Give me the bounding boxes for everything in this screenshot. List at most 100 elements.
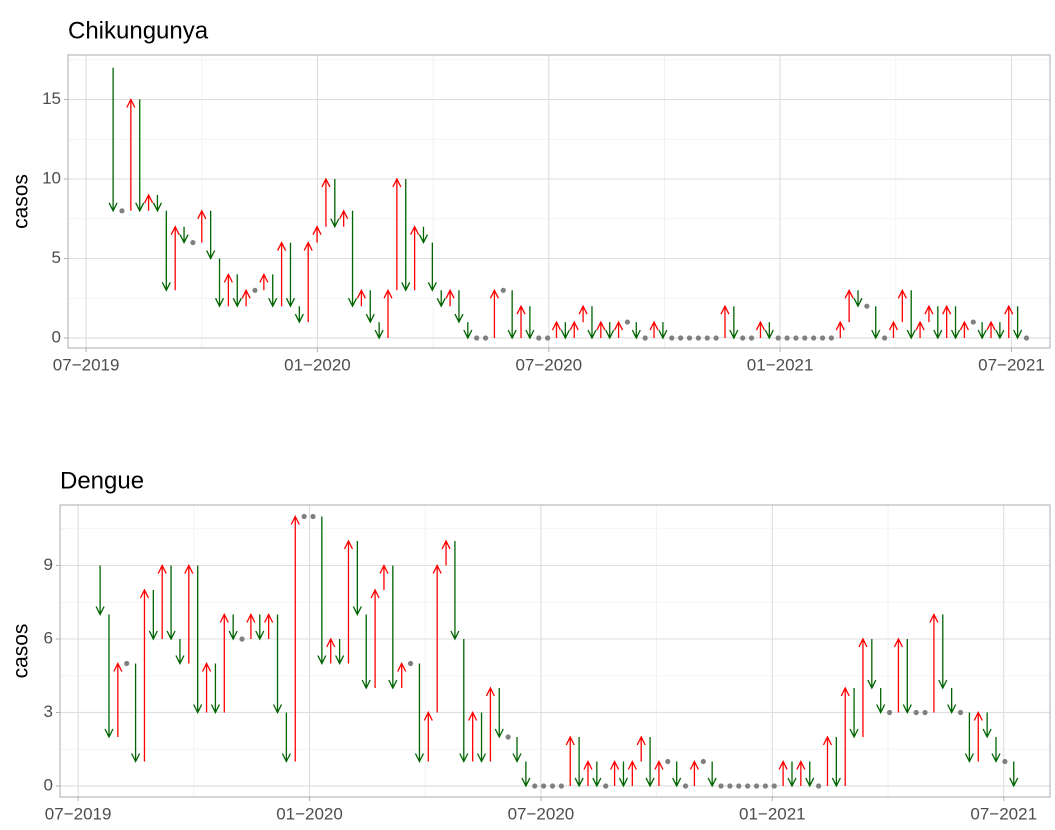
point xyxy=(603,783,609,789)
point xyxy=(239,636,245,642)
arrow-down xyxy=(365,290,375,324)
arrow-down xyxy=(906,290,916,340)
arrow-down xyxy=(294,306,304,324)
arrow-up xyxy=(596,320,606,338)
point xyxy=(811,335,817,341)
arrow-down xyxy=(317,516,327,665)
arrow-up xyxy=(897,288,907,323)
arrow-down xyxy=(135,99,145,213)
point xyxy=(545,335,551,341)
arrow-down xyxy=(285,242,296,308)
arrow-up xyxy=(627,760,637,786)
arrow-down xyxy=(871,306,881,340)
point xyxy=(1023,335,1030,341)
point xyxy=(700,758,706,765)
arrow-up xyxy=(924,304,934,323)
arrow-up xyxy=(610,760,620,786)
arrow-down xyxy=(618,761,629,788)
point xyxy=(695,335,701,341)
arrow-down xyxy=(977,322,987,340)
arrow-down xyxy=(787,761,797,788)
point xyxy=(736,783,742,789)
point xyxy=(775,335,781,341)
arrow-down xyxy=(152,194,163,213)
arrow-down xyxy=(166,565,176,641)
arrow-down xyxy=(206,210,216,260)
arrow-up xyxy=(139,588,150,762)
arrow-down xyxy=(964,712,974,763)
panel: 0 3 6 9 07−2019 01−2020 07−2020 01−2021 07−2021 D… xyxy=(10,467,1051,823)
arrow-up xyxy=(246,613,256,639)
point xyxy=(124,660,130,667)
y-tick-label: 5 xyxy=(52,248,61,267)
point xyxy=(252,287,258,293)
arrow-up xyxy=(893,637,904,713)
arrow-down xyxy=(1009,761,1019,788)
arrow-up xyxy=(915,320,925,338)
y-tick-label: 3 xyxy=(44,702,53,721)
point xyxy=(301,513,307,520)
arrow-up xyxy=(290,515,300,762)
arrow-down xyxy=(982,712,992,739)
arrow-down xyxy=(281,712,291,763)
point xyxy=(819,335,826,341)
arrow-up xyxy=(822,735,833,786)
arrow-down xyxy=(361,614,371,690)
x-tick-label: 07−2021 xyxy=(970,804,1037,823)
arrow-down xyxy=(175,638,185,665)
y-tick-label: 0 xyxy=(44,775,53,794)
arrow-down xyxy=(232,274,242,308)
arrow-up xyxy=(755,320,766,338)
arrow-up xyxy=(489,288,500,338)
arrow-down xyxy=(672,761,682,788)
point xyxy=(718,783,724,789)
arrow-down xyxy=(645,736,655,788)
y-axis-label: casos xyxy=(10,624,33,679)
arrow-down xyxy=(108,67,118,213)
point xyxy=(745,783,751,789)
arrow-up xyxy=(201,662,212,713)
x-tick-label: 07−2019 xyxy=(45,804,112,823)
arrow-up xyxy=(929,613,939,713)
arrow-up xyxy=(835,320,845,338)
x-tick-label: 07−2019 xyxy=(53,355,120,374)
arrow-down xyxy=(507,290,517,340)
chart-title: Dengue xyxy=(60,467,144,494)
point xyxy=(119,208,125,214)
arrow-down xyxy=(1013,306,1023,340)
y-tick-label: 9 xyxy=(44,555,53,574)
chart-title: Chikungunya xyxy=(68,17,209,44)
point xyxy=(624,319,631,325)
point xyxy=(802,335,808,341)
arrow-up xyxy=(858,637,868,737)
arrow-up xyxy=(392,177,402,291)
arrow-down xyxy=(512,736,522,763)
point xyxy=(310,513,316,520)
arrow-down xyxy=(831,736,841,788)
arrow-up xyxy=(840,686,850,786)
point xyxy=(740,335,746,341)
arrow-up xyxy=(277,241,287,307)
arrow-down xyxy=(995,322,1005,340)
point xyxy=(682,783,689,789)
arrow-down xyxy=(805,761,815,788)
x-tick-label: 07−2020 xyxy=(515,355,582,374)
arrow-down xyxy=(454,290,464,324)
arrow-down xyxy=(902,638,912,714)
arrow-up xyxy=(1004,304,1014,338)
x-tick-label: 07−2021 xyxy=(978,355,1045,374)
arrow-down xyxy=(161,210,171,292)
arrow-up xyxy=(613,320,624,338)
point xyxy=(665,758,671,765)
arrow-down xyxy=(707,761,717,788)
arrow-down xyxy=(521,761,531,788)
panel-border xyxy=(67,54,1051,349)
arrow-down xyxy=(764,322,774,340)
arrow-up xyxy=(441,539,451,566)
arrow-up xyxy=(170,225,180,291)
arrow-up xyxy=(844,288,854,323)
arrow-down xyxy=(427,242,437,292)
arrow-down xyxy=(631,322,641,340)
arrow-up xyxy=(321,177,331,227)
